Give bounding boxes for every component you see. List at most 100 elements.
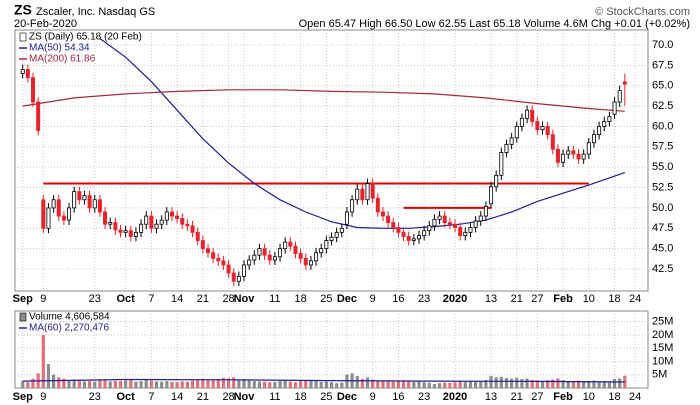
- candle-body: [535, 121, 540, 131]
- x-tick-label: 13: [485, 293, 497, 305]
- candle-body: [401, 231, 406, 237]
- candle-body: [437, 215, 442, 220]
- x-tick-label: 18: [608, 293, 620, 305]
- volume-bar: [623, 375, 627, 388]
- volume-bar: [427, 382, 431, 388]
- candle-body: [561, 153, 566, 163]
- volume-bar: [134, 381, 138, 388]
- quote: Open 65.47 High 66.50 Low 62.55 Last 65.…: [299, 18, 690, 30]
- x-tick-label: 9: [40, 293, 46, 305]
- candle-body: [416, 235, 421, 240]
- y-tick-label: 15M: [652, 342, 673, 354]
- date: 20-Feb-2020: [14, 18, 77, 30]
- x-tick-label: 10: [583, 391, 595, 403]
- candle-body: [97, 199, 102, 213]
- volume-bar: [288, 381, 292, 388]
- candle-body: [272, 256, 277, 261]
- y-tick-label: 57.5: [652, 141, 673, 153]
- volume-bar: [129, 380, 133, 388]
- x-tick-label: 27: [531, 391, 543, 403]
- candle-body: [87, 195, 92, 209]
- volume-bar: [211, 380, 215, 388]
- volume-bar: [381, 381, 385, 388]
- candle-body: [56, 199, 61, 217]
- volume-bar: [283, 380, 287, 388]
- candle-body: [458, 227, 463, 237]
- symbol: ZS: [14, 2, 32, 18]
- volume-bar: [407, 381, 411, 388]
- candle-body: [103, 211, 108, 225]
- volume-bar: [46, 364, 51, 388]
- volume-bar: [453, 382, 457, 388]
- candle-body: [36, 101, 41, 131]
- candle-body: [92, 199, 97, 209]
- volume-bar: [376, 380, 380, 388]
- candle-body: [283, 241, 288, 250]
- volume-bar: [293, 382, 298, 388]
- candle-body: [195, 231, 200, 241]
- volume-bar: [391, 381, 395, 388]
- x-tick-label: 16: [392, 391, 404, 403]
- candle-body: [355, 188, 360, 201]
- candle-body: [591, 134, 596, 144]
- candle-body: [123, 230, 128, 233]
- y-tick-label: 45.0: [652, 243, 673, 255]
- volume-bar: [515, 377, 519, 388]
- candle-body: [509, 137, 514, 145]
- candle-body: [67, 207, 72, 221]
- volume-bar: [412, 381, 416, 388]
- volume-bar: [57, 377, 61, 388]
- x-tick-label: Dec: [337, 293, 357, 305]
- volume-bar: [252, 381, 256, 388]
- y-tick-label: 10M: [652, 355, 673, 367]
- volume-panel: [14, 310, 649, 389]
- volume-bar: [510, 378, 514, 388]
- candle-body: [339, 227, 344, 233]
- x-tick-label: Feb: [553, 391, 573, 403]
- candle-body: [540, 126, 545, 131]
- volume-bar: [149, 380, 153, 388]
- candle-body: [144, 215, 149, 225]
- volume-bar: [103, 380, 107, 388]
- legend-label: Volume 4,606,584: [29, 312, 110, 323]
- x-tick-label: 25: [320, 391, 332, 403]
- x-tick-label: 9: [370, 293, 376, 305]
- candle-body: [334, 231, 339, 238]
- y-tick-label: 70.0: [652, 39, 673, 51]
- volume-bar: [113, 380, 117, 388]
- x-tick-label: 21: [197, 293, 209, 305]
- volume-bar: [185, 381, 189, 388]
- ma-line: [22, 89, 625, 112]
- candle-body: [236, 275, 241, 282]
- legend-swatch: [19, 32, 27, 42]
- candle-body: [432, 218, 437, 227]
- x-tick-label: 21: [511, 293, 523, 305]
- x-tick-label: 11: [269, 391, 280, 403]
- x-tick-label: 14: [171, 391, 183, 403]
- volume-bar: [77, 380, 81, 388]
- candle-body: [242, 264, 247, 277]
- x-tick-label: Feb: [553, 293, 573, 305]
- volume-bar: [520, 378, 524, 388]
- candle-body: [139, 223, 144, 233]
- volume-bar: [144, 378, 148, 388]
- legend-swatch: [19, 312, 27, 322]
- x-tick-label: Nov: [234, 293, 256, 305]
- candle-body: [463, 231, 468, 237]
- candle-body: [617, 90, 622, 103]
- volume-bar: [278, 381, 282, 388]
- y-tick-label: 5M: [652, 369, 667, 381]
- volume-bar: [201, 378, 205, 388]
- candle-body: [350, 199, 355, 213]
- x-tick-label: 10: [583, 293, 595, 305]
- volume-bar: [263, 381, 267, 388]
- candle-body: [247, 259, 252, 266]
- legend-label: MA(50) 54.34: [29, 43, 90, 54]
- candle-body: [159, 219, 164, 225]
- volume-bar: [618, 378, 622, 388]
- y-tick-label: 42.5: [652, 263, 673, 275]
- volume-bar: [62, 378, 66, 388]
- candle-body: [257, 248, 262, 256]
- x-tick-label: 13: [485, 391, 497, 403]
